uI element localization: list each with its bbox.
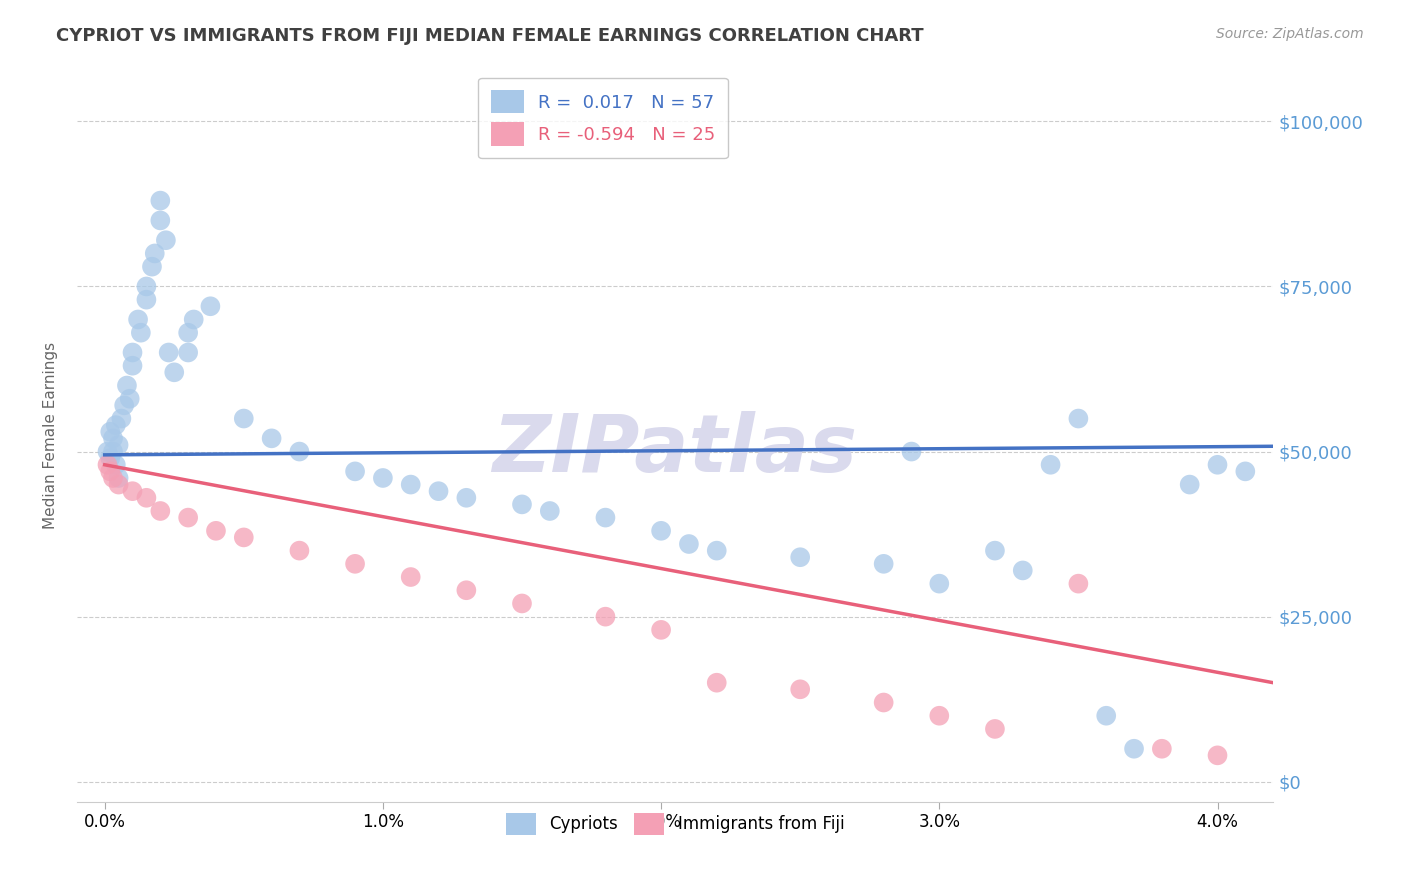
Point xyxy=(141,260,163,274)
Point xyxy=(104,458,127,472)
Point xyxy=(118,392,141,406)
Point xyxy=(1150,741,1173,756)
Point xyxy=(288,543,311,558)
Point xyxy=(232,411,254,425)
Point xyxy=(98,464,121,478)
Point xyxy=(177,510,200,524)
Point xyxy=(706,675,728,690)
Point xyxy=(1039,458,1062,472)
Point xyxy=(595,609,617,624)
Point xyxy=(260,431,283,445)
Point xyxy=(706,543,728,558)
Y-axis label: Median Female Earnings: Median Female Earnings xyxy=(44,342,58,529)
Point xyxy=(1206,748,1229,763)
Point xyxy=(127,312,149,326)
Point xyxy=(456,583,478,598)
Point xyxy=(98,451,121,466)
Point xyxy=(399,477,422,491)
Point xyxy=(149,504,172,518)
Point xyxy=(107,477,129,491)
Point xyxy=(344,557,367,571)
Point xyxy=(984,722,1007,736)
Point xyxy=(427,484,450,499)
Point xyxy=(1067,411,1090,425)
Point xyxy=(344,464,367,478)
Point xyxy=(510,597,533,611)
Point xyxy=(595,510,617,524)
Point xyxy=(107,438,129,452)
Point xyxy=(371,471,394,485)
Text: Source: ZipAtlas.com: Source: ZipAtlas.com xyxy=(1216,27,1364,41)
Point xyxy=(1067,576,1090,591)
Point xyxy=(177,345,200,359)
Point xyxy=(232,530,254,544)
Point xyxy=(101,444,124,458)
Point xyxy=(650,623,672,637)
Point xyxy=(183,312,205,326)
Point xyxy=(98,425,121,439)
Point xyxy=(149,213,172,227)
Point xyxy=(121,484,143,499)
Point xyxy=(900,444,922,458)
Point xyxy=(1123,741,1146,756)
Point xyxy=(538,504,561,518)
Point xyxy=(928,576,950,591)
Point xyxy=(678,537,700,551)
Point xyxy=(104,418,127,433)
Point xyxy=(115,378,138,392)
Point xyxy=(1095,708,1118,723)
Point xyxy=(650,524,672,538)
Text: CYPRIOT VS IMMIGRANTS FROM FIJI MEDIAN FEMALE EARNINGS CORRELATION CHART: CYPRIOT VS IMMIGRANTS FROM FIJI MEDIAN F… xyxy=(56,27,924,45)
Point xyxy=(143,246,166,260)
Point xyxy=(1234,464,1257,478)
Point xyxy=(121,345,143,359)
Point xyxy=(456,491,478,505)
Point xyxy=(789,682,811,697)
Point xyxy=(288,444,311,458)
Point xyxy=(789,550,811,565)
Text: ZIPatlas: ZIPatlas xyxy=(492,410,858,489)
Point xyxy=(155,233,177,247)
Point xyxy=(129,326,152,340)
Point xyxy=(177,326,200,340)
Point xyxy=(149,194,172,208)
Point xyxy=(135,491,157,505)
Point xyxy=(510,497,533,511)
Point xyxy=(112,398,135,412)
Point xyxy=(1011,563,1033,577)
Point xyxy=(96,444,118,458)
Point xyxy=(1178,477,1201,491)
Point xyxy=(96,458,118,472)
Point xyxy=(205,524,228,538)
Point xyxy=(163,365,186,379)
Point xyxy=(872,696,894,710)
Point xyxy=(101,431,124,445)
Point xyxy=(135,293,157,307)
Point xyxy=(200,299,222,313)
Point xyxy=(872,557,894,571)
Point xyxy=(107,471,129,485)
Point xyxy=(135,279,157,293)
Point xyxy=(110,411,132,425)
Legend: Cypriots, Immigrants from Fiji: Cypriots, Immigrants from Fiji xyxy=(496,803,855,845)
Point xyxy=(157,345,180,359)
Point xyxy=(928,708,950,723)
Point xyxy=(121,359,143,373)
Point xyxy=(101,471,124,485)
Point xyxy=(984,543,1007,558)
Point xyxy=(399,570,422,584)
Point xyxy=(1206,458,1229,472)
